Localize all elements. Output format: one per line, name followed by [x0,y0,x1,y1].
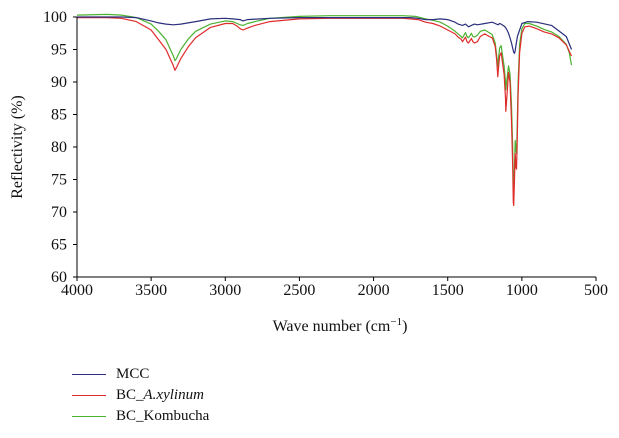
series-line-bc-kombucha [76,13,573,190]
series-layer [76,13,573,207]
legend-label-bc-a-xylinum: BC_A.xylinum [116,387,204,404]
x-tick-label: 3500 [135,282,167,299]
legend-label-mcc: MCC [116,366,150,382]
y-tick-label: 70 [51,204,67,221]
y-axis-title: Reflectivity (%) [9,95,26,199]
x-tick-label: 500 [584,282,608,299]
y-tick-label: 100 [43,9,67,26]
legend-swatch-bc-kombucha [72,416,106,417]
x-tick-label: 1500 [432,282,464,299]
legend: MCC BC_A.xylinum BC_Kombucha [72,364,209,427]
legend-item-mcc: MCC [72,364,209,385]
y-tick-label: 60 [51,269,67,286]
axes-frame [76,17,596,278]
legend-label-species: A.xylinum [143,387,204,403]
y-tick-label: 95 [51,42,67,59]
y-tick-label: 85 [51,107,67,124]
y-tick-label: 65 [51,237,67,254]
x-ticks: 4000 3500 3000 2500 2000 1500 1000 500 [61,277,608,299]
y-tick-label: 80 [51,139,67,156]
x-tick-label: 4000 [61,282,93,299]
legend-label-bc-kombucha: BC_Kombucha [116,408,209,425]
legend-item-bc-a-xylinum: BC_A.xylinum [72,385,209,406]
x-axis-title-text: Wave number (cm [273,318,391,335]
legend-label-prefix: BC_ [116,408,144,424]
x-axis-title-close: ) [402,318,407,335]
legend-label-prefix: BC_ [116,387,144,403]
legend-swatch-mcc [72,374,106,375]
legend-label-kombucha: Kombucha [143,408,210,424]
y-tick-label: 90 [51,74,67,91]
x-tick-label: 2500 [283,282,315,299]
legend-swatch-bc-a-xylinum [72,395,106,396]
y-ticks: 100 95 90 85 80 75 70 65 60 [43,9,77,286]
series-line-bc-a-xylinum [77,17,573,207]
x-tick-label: 3000 [209,282,241,299]
series-line-mcc [77,16,573,55]
x-axis-title-superscript: −1 [390,316,402,328]
x-tick-label: 1000 [506,282,538,299]
x-tick-label: 2000 [358,282,390,299]
x-axis-title: Wave number (cm−1) [273,316,408,335]
y-tick-label: 75 [51,172,67,189]
legend-item-bc-kombucha: BC_Kombucha [72,406,209,427]
